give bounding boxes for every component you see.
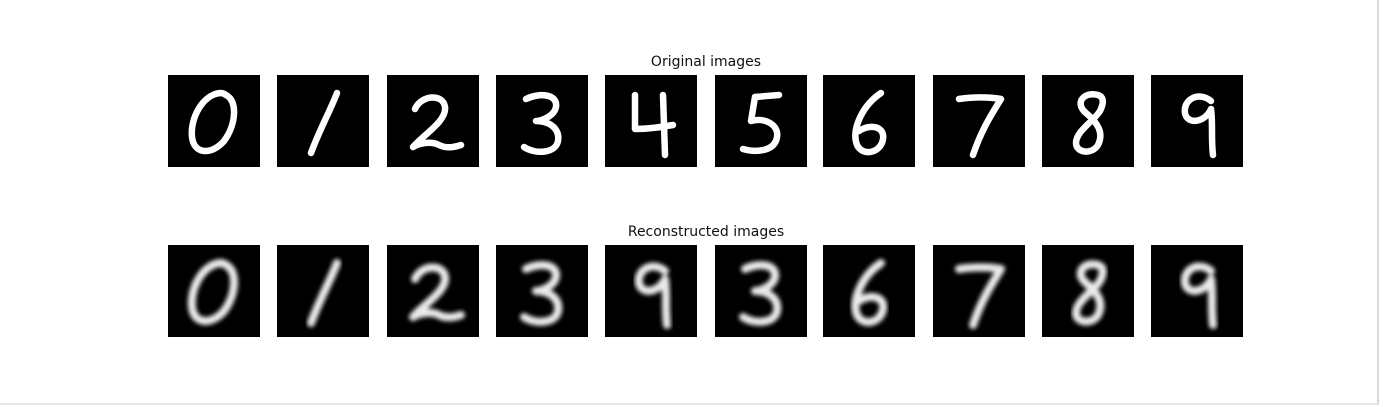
original-tile-4 [605, 75, 697, 167]
reconstructed-digit-1-image [307, 259, 341, 327]
original-digit-9-image [1181, 93, 1217, 159]
original-digit-stroke [955, 94, 1005, 159]
original-digit-1-image [307, 89, 341, 157]
original-digit-2-image [409, 94, 465, 151]
reconstructed-digit-9-image [634, 262, 671, 329]
reconstructed-digit-3-image [739, 261, 782, 326]
original-digit-stroke [307, 89, 341, 157]
reconstructed-digit-2-image [409, 263, 465, 322]
original-digit-stroke [739, 91, 783, 155]
original-digit-stroke [1072, 90, 1106, 155]
original-digit-0-image [188, 89, 238, 155]
original-images-title: Original images [650, 54, 762, 70]
reconstructed-digit-stroke [955, 263, 1005, 329]
original-digit-7-image [955, 94, 1005, 159]
reconstructed-tile-6 [823, 245, 915, 337]
reconstructed-digit-7-image [955, 263, 1005, 329]
reconstructed-digit-3-image [520, 261, 563, 326]
reconstructed-tile-2 [387, 245, 479, 337]
original-tile-8 [1042, 75, 1134, 167]
reconstructed-tile-8 [1042, 245, 1134, 337]
reconstructed-digit-stroke [1072, 260, 1107, 326]
original-digit-stroke [409, 94, 465, 151]
original-digit-stroke [188, 89, 238, 155]
reconstructed-digit-stroke [187, 259, 238, 325]
reconstructed-tile-1 [277, 245, 369, 337]
original-digit-3-image [520, 91, 562, 156]
original-tile-2 [387, 75, 479, 167]
reconstructed-digit-stroke [739, 261, 782, 326]
reconstructed-tile-4 [605, 245, 697, 337]
reconstructed-digit-stroke [851, 259, 888, 327]
original-tile-0 [168, 75, 260, 167]
original-digit-stroke [852, 89, 887, 156]
reconstructed-digit-9-image [1180, 262, 1217, 329]
reconstructed-digit-stroke [409, 263, 465, 322]
reconstructed-digit-stroke [634, 262, 671, 329]
original-digit-stroke [631, 91, 677, 159]
original-tile-3 [496, 75, 588, 167]
original-digit-8-image [1072, 90, 1106, 155]
original-tile-1 [277, 75, 369, 167]
reconstructed-digit-stroke [1180, 262, 1217, 329]
original-images-row [168, 75, 1244, 167]
reconstructed-digit-0-image [187, 259, 238, 325]
original-tile-6 [823, 75, 915, 167]
reconstructed-images-row [168, 245, 1244, 337]
original-digit-stroke [520, 91, 562, 156]
original-tile-9 [1151, 75, 1243, 167]
original-tile-5 [715, 75, 807, 167]
reconstructed-images-title: Reconstructed images [627, 224, 785, 240]
reconstructed-tile-9 [1151, 245, 1243, 337]
reconstructed-digit-8-image [1072, 260, 1107, 326]
original-digit-5-image [739, 91, 783, 155]
reconstructed-digit-6-image [851, 259, 888, 327]
reconstructed-digit-stroke [307, 259, 341, 327]
reconstructed-tile-5 [715, 245, 807, 337]
reconstructed-tile-0 [168, 245, 260, 337]
original-digit-4-image [631, 91, 677, 159]
reconstructed-tile-3 [496, 245, 588, 337]
original-digit-6-image [852, 89, 887, 156]
reconstructed-tile-7 [933, 245, 1025, 337]
original-digit-stroke [1181, 93, 1217, 159]
reconstructed-digit-stroke [520, 261, 563, 326]
original-tile-7 [933, 75, 1025, 167]
